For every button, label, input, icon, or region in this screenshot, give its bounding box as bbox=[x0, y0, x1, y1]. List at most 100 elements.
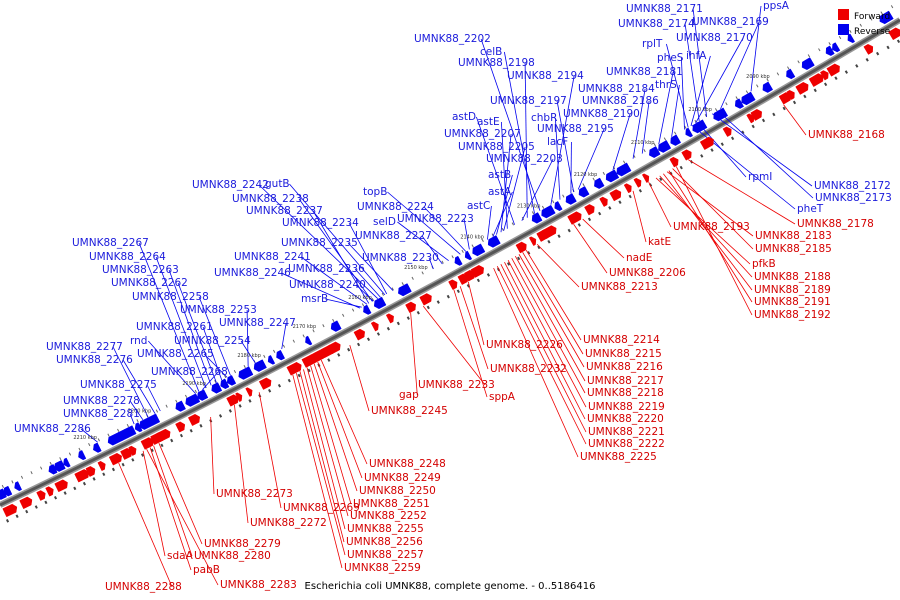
scale-mark bbox=[20, 475, 24, 479]
reverse-gene-label: UMNK88_2234 bbox=[282, 217, 359, 229]
scale-mark bbox=[813, 88, 817, 93]
forward-leader-line bbox=[118, 462, 173, 588]
scale-mark bbox=[567, 228, 571, 233]
forward-gene-arrow bbox=[36, 490, 46, 501]
scale-mark bbox=[386, 326, 390, 331]
forward-gene-label: sppA bbox=[489, 391, 516, 403]
forward-gene-label: UMNK88_2283 bbox=[220, 579, 297, 591]
forward-leader-line bbox=[511, 258, 586, 394]
forward-gene-arrow bbox=[750, 109, 762, 121]
reverse-leader-line bbox=[355, 284, 374, 302]
scale-mark bbox=[776, 72, 780, 76]
reverse-gene-label: UMNK88_2267 bbox=[72, 237, 149, 249]
reverse-leader-line bbox=[480, 38, 541, 211]
reverse-leader-line bbox=[258, 184, 379, 299]
scale-mark bbox=[446, 294, 450, 299]
forward-gene-arrow bbox=[140, 437, 154, 450]
forward-gene-label: UMNK88_2288 bbox=[105, 581, 182, 593]
reverse-gene-arrow bbox=[373, 296, 387, 310]
scale-mark bbox=[107, 433, 110, 437]
forward-leader-line bbox=[496, 265, 587, 445]
reverse-gene-label: UMNK88_2190 bbox=[563, 108, 640, 120]
reverse-gene-arrow bbox=[670, 134, 682, 146]
scale-mark bbox=[598, 211, 602, 216]
reverse-gene-arrow bbox=[123, 425, 137, 438]
reverse-gene-arrow bbox=[847, 33, 856, 44]
reverse-gene-arrow bbox=[267, 355, 276, 365]
forward-gene-arrow bbox=[888, 27, 900, 41]
forward-gene-arrow bbox=[448, 279, 458, 291]
forward-leader-line bbox=[668, 170, 753, 303]
reverse-gene-label: UMNK88_2230 bbox=[362, 252, 439, 264]
reverse-leader-line bbox=[711, 113, 813, 187]
forward-gene-label: UMNK88_2206 bbox=[609, 267, 686, 279]
scale-mark bbox=[214, 379, 217, 384]
forward-gene-arrow bbox=[187, 413, 200, 427]
reverse-leader-line bbox=[681, 57, 685, 130]
forward-gene-label: UMNK88_2255 bbox=[347, 523, 424, 535]
reverse-leader-line bbox=[348, 222, 388, 295]
reverse-gene-arrow bbox=[211, 382, 223, 394]
forward-gene-arrow bbox=[567, 211, 582, 225]
forward-gene-label: UMNK88_2219 bbox=[588, 401, 665, 413]
forward-leader-line bbox=[459, 286, 489, 370]
scale-mark bbox=[337, 353, 341, 357]
reverse-leader-line bbox=[202, 326, 223, 381]
reverse-leader-line bbox=[280, 272, 361, 309]
scale-mark bbox=[456, 289, 460, 294]
reverse-gene-label: UMNK88_2186 bbox=[582, 95, 659, 107]
forward-gene-arrow bbox=[108, 452, 122, 466]
reverse-gene-arrow bbox=[464, 250, 473, 261]
scale-mark bbox=[356, 342, 361, 347]
reverse-gene-label: UMNK88_2223 bbox=[397, 213, 474, 225]
reverse-gene-label: UMNK88_2184 bbox=[578, 83, 655, 95]
reverse-gene-arrow bbox=[531, 212, 543, 224]
forward-leader-line bbox=[158, 442, 203, 545]
reverse-gene-arrow bbox=[578, 186, 590, 198]
forward-gene-arrow bbox=[85, 466, 96, 477]
scale-mark bbox=[506, 262, 511, 266]
scale-mark bbox=[643, 148, 646, 153]
reverse-gene-label: UMNK88_2224 bbox=[357, 201, 434, 213]
reverse-gene-arrow bbox=[134, 422, 143, 433]
reverse-leader-line bbox=[750, 5, 762, 92]
reverse-gene-label: UMNK88_2236 bbox=[288, 263, 365, 275]
forward-leader-line bbox=[303, 369, 346, 530]
scale-mark bbox=[537, 245, 541, 250]
scale-mark bbox=[834, 76, 838, 80]
legend-reverse-label: Reverse bbox=[854, 27, 891, 37]
reverse-leader-lines bbox=[80, 5, 814, 443]
scale-mark bbox=[653, 143, 656, 147]
tick-label: 2100 kbp bbox=[688, 107, 712, 113]
genome-backbone bbox=[0, 5, 900, 523]
reverse-leader-line bbox=[504, 51, 535, 214]
forward-gene-labels: UMNK88_2168UMNK88_2193UMNK88_2183UMNK88_… bbox=[105, 129, 885, 593]
scale-mark bbox=[541, 205, 545, 209]
tick-label: 2130 kbp bbox=[517, 204, 541, 210]
scale-mark bbox=[547, 239, 551, 244]
scale-mark bbox=[582, 183, 585, 187]
scale-mark bbox=[876, 51, 880, 56]
forward-leader-line bbox=[313, 363, 358, 492]
scale-mark bbox=[224, 374, 227, 379]
reverse-leader-line bbox=[80, 428, 98, 443]
forward-gene-label: UMNK88_2193 bbox=[673, 221, 750, 233]
scale-mark bbox=[312, 329, 315, 333]
reverse-gene-label: astD bbox=[452, 111, 476, 123]
reverse-gene-label: UMNK88_2207 bbox=[444, 128, 521, 140]
forward-gene-label: UMNK88_2259 bbox=[344, 562, 421, 574]
reverse-gene-label: pheS bbox=[657, 52, 684, 64]
scale-mark bbox=[552, 200, 555, 204]
reverse-leader-line bbox=[521, 158, 554, 221]
forward-gene-label: UMNK88_2232 bbox=[490, 363, 567, 375]
scale-mark bbox=[73, 486, 77, 491]
reverse-gene-label: astA bbox=[488, 186, 512, 198]
reverse-gene-label: UMNK88_2169 bbox=[692, 16, 769, 28]
forward-gene-arrow bbox=[633, 177, 642, 188]
scale-mark bbox=[97, 438, 100, 442]
reverse-gene-label: UMNK88_2281 bbox=[63, 408, 140, 420]
reverse-gene-arrow bbox=[78, 450, 87, 461]
scale-mark bbox=[44, 500, 48, 505]
reverse-gene-arrow bbox=[226, 375, 237, 386]
scale-mark bbox=[273, 349, 276, 353]
